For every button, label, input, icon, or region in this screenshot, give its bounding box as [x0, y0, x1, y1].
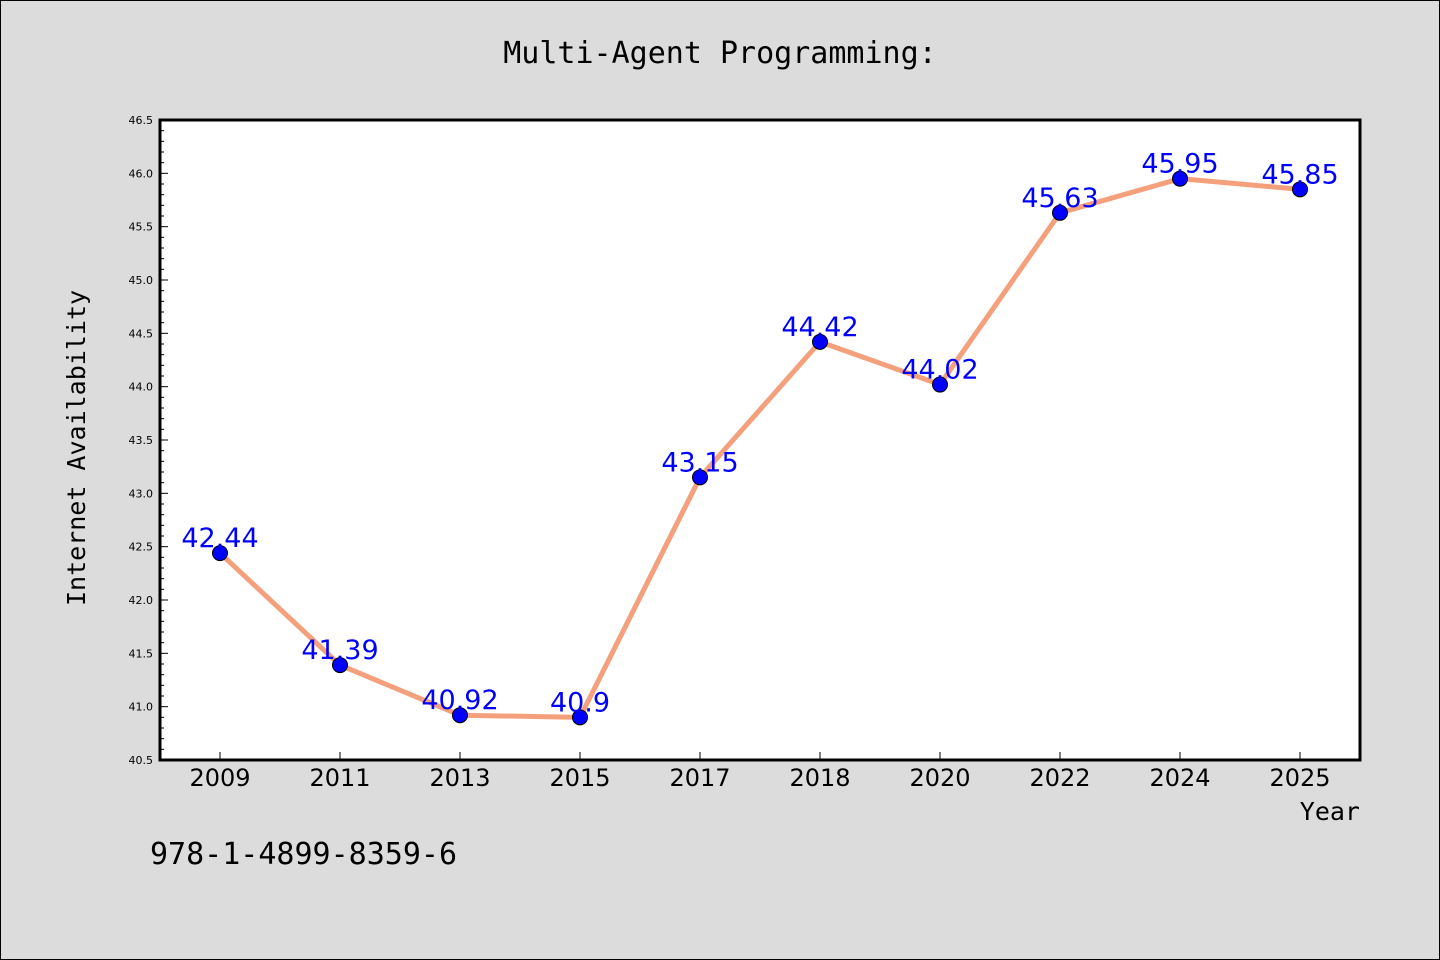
data-label-2018: 44.42 — [781, 312, 858, 343]
x-tick-label: 2009 — [189, 764, 250, 792]
y-tick-label: 44.0 — [129, 381, 154, 394]
x-tick-label: 2013 — [429, 764, 490, 792]
x-tick-label: 2011 — [309, 764, 370, 792]
data-label-2017: 43.15 — [661, 447, 738, 478]
plot-border — [158, 118, 1362, 762]
y-tick-label: 45.0 — [129, 274, 154, 287]
data-point-2017 — [692, 469, 708, 486]
y-tick-label: 44.5 — [129, 327, 154, 340]
series-group — [212, 170, 1308, 726]
x-tick-label: 2020 — [909, 764, 970, 792]
x-axis-label: Year — [1300, 797, 1360, 826]
data-point-2009 — [212, 545, 228, 562]
x-axis-ticks: 2009 2011 2013 2015 2017 2018 2020 2022 2024 2025 — [189, 752, 1331, 792]
series-line — [217, 176, 1303, 720]
data-label-2013: 40.92 — [421, 685, 498, 716]
data-label-2009: 42.44 — [181, 523, 258, 554]
x-tick-label: 2017 — [669, 764, 730, 792]
x-tick-label: 2024 — [1149, 764, 1210, 792]
y-axis-label: Internet Availability — [62, 290, 91, 606]
data-point-2013 — [452, 707, 468, 724]
y-tick-label: 45.5 — [129, 221, 154, 234]
x-tick-label: 2018 — [789, 764, 850, 792]
data-label-2024: 45.95 — [1141, 149, 1218, 180]
x-tick-label: 2015 — [549, 764, 610, 792]
y-tick-label: 46.5 — [129, 114, 154, 127]
data-label-2011: 41.39 — [301, 635, 378, 666]
data-point-2024 — [1172, 170, 1188, 187]
y-tick-label: 41.5 — [129, 647, 154, 660]
data-point-2025 — [1292, 181, 1308, 198]
y-tick-label: 42.0 — [129, 594, 154, 607]
data-label-2022: 45.63 — [1021, 183, 1098, 214]
data-label-2020: 44.02 — [901, 355, 978, 386]
y-tick-label: 43.5 — [129, 434, 154, 447]
data-label-2015: 40.9 — [550, 687, 610, 718]
y-tick-label: 41.0 — [129, 701, 154, 714]
data-point-2015 — [572, 709, 588, 726]
y-tick-label: 42.5 — [129, 541, 154, 554]
x-tick-label: 2022 — [1029, 764, 1090, 792]
chart-title: Multi-Agent Programming: — [503, 36, 936, 71]
plot-area — [160, 120, 1360, 760]
y-tick-label: 46.0 — [129, 167, 154, 180]
data-labels-group: 42.44 41.39 40.92 40.9 43.15 44.42 44.02 45.63 4… — [181, 149, 1338, 719]
data-label-2025: 45.85 — [1261, 159, 1338, 190]
x-tick-label: 2025 — [1269, 764, 1330, 792]
footnote-isbn: 978-1-4899-8359-6 — [150, 837, 457, 872]
y-axis-ticks: 40.5 41.0 41.5 42.0 42.5 43.0 43.5 44.0 44.5 45.0… — [129, 114, 168, 767]
data-point-2022 — [1052, 204, 1068, 221]
y-tick-label: 40.5 — [129, 754, 154, 767]
y-tick-label: 43.0 — [129, 487, 154, 500]
data-point-2020 — [932, 376, 948, 393]
data-point-2018 — [812, 333, 828, 350]
data-point-2011 — [332, 657, 348, 674]
